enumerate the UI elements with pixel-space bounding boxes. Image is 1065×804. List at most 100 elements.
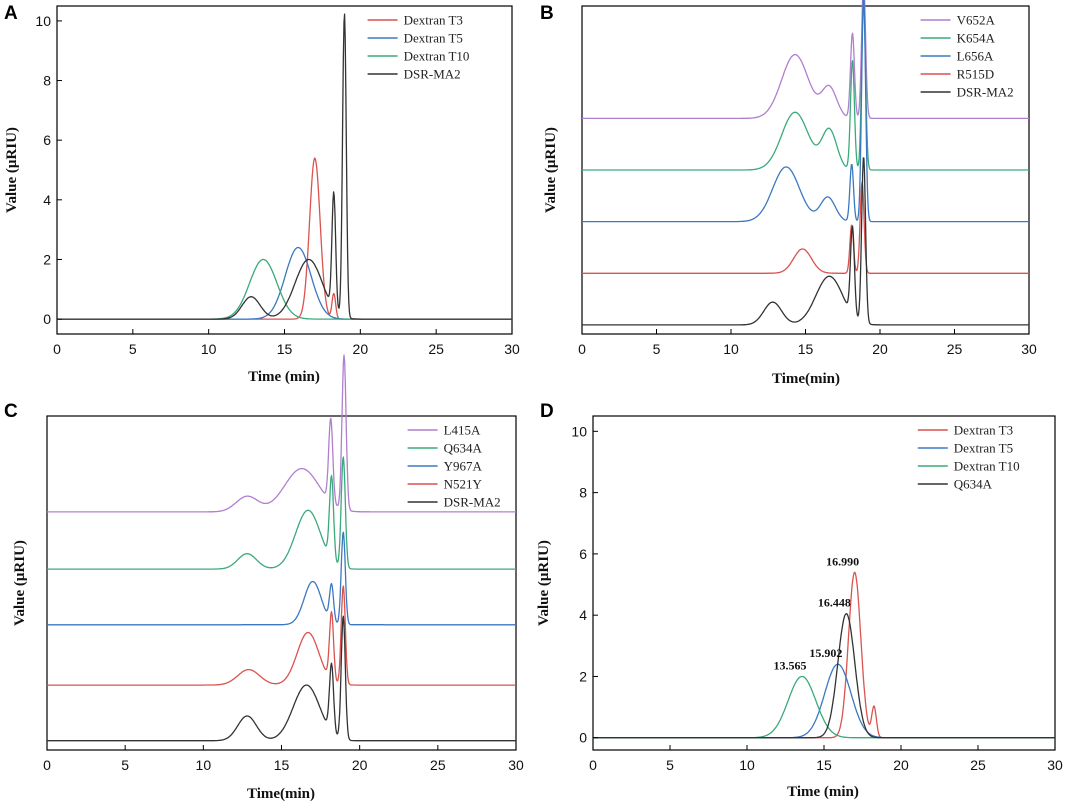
panel-b: B 0 5 10 15 20 25 30 V652A K654A L656A R515D DSR-M… [540,0,1037,387]
panel-d-y-tick-label: 8 [579,485,587,501]
panel-a-y-axis-title: Value (μRIU) [4,127,20,213]
panel-b-letter: B [540,3,554,24]
panel-c-x-tick-label: 0 [43,757,51,773]
panel-b-x-tick-label: 5 [653,341,661,357]
panel-b-legend-label-dsr-ma2: DSR-MA2 [957,85,1014,100]
panel-a-y-tick-label: 6 [43,132,51,148]
panel-b-legend-label-k654a: K654A [957,31,996,46]
panel-a-y-tick-label: 0 [43,311,51,327]
panel-b-y-axis-title: Value (μRIU) [543,127,559,213]
panel-d-legend: Dextran T3 Dextran T5 Dextran T10 Q634A [917,423,1020,492]
panel-a-y-tick-label: 8 [43,73,51,89]
panel-c-x-tick-label: 20 [352,757,368,773]
panel-d-trace-dextran-t5 [592,663,1056,739]
panel-b-x-tick-label: 30 [1021,341,1037,357]
panel-d-y-axis-title: Value (μRIU) [536,540,552,626]
panel-d-x-tick-label: 20 [893,757,909,773]
panel-b-x-tick-label: 10 [723,341,739,357]
panel-a-legend-label-dextran-t10: Dextran T10 [404,49,470,64]
panel-c-legend-label-dsr-ma2: DSR-MA2 [444,495,501,510]
panel-a-ticks: 0 5 10 15 20 25 30 0 2 4 6 8 10 [35,13,520,357]
panel-a-x-tick-label: 30 [504,341,520,357]
panel-a-legend: Dextran T3 Dextran T5 Dextran T10 DSR-MA2 [367,13,470,82]
panel-c-ticks: 0 5 10 15 20 25 30 [43,745,524,773]
panel-d-legend-label-dextran-t10: Dextran T10 [954,459,1020,474]
panel-d-x-tick-label: 0 [589,757,597,773]
panel-a-legend-label-dextran-t3: Dextran T3 [404,13,463,28]
panel-c-legend-label-y967a: Y967A [444,459,483,474]
panel-d-letter: D [540,401,554,422]
panel-a-y-tick-label: 10 [35,13,51,29]
panel-d-peak-label: 15.902 [809,646,842,660]
panel-d-trace-dextran-t10 [592,675,1056,739]
panel-d-series [592,571,1056,739]
panel-a-x-tick-label: 20 [353,341,369,357]
panel-a-x-tick-label: 10 [201,341,217,357]
panel-c: C 0 5 10 15 20 25 30 L415A Q634A Y967A N521Y DSR-M… [4,354,524,802]
panel-d-y-tick-label: 2 [579,668,587,684]
panel-c-x-axis-title: Time(min) [247,786,315,802]
panel-d-x-tick-label: 30 [1047,757,1063,773]
panel-a-letter: A [4,3,18,24]
panel-b-series [581,0,1030,326]
panel-b-trace-v652a [581,0,1030,120]
panel-d-peak-label: 16.990 [826,554,859,568]
panel-b-trace-dsr-ma2 [581,157,1030,326]
panel-b-legend-label-v652a: V652A [957,13,996,28]
panel-a-x-tick-label: 15 [277,341,293,357]
panel-a-legend-label-dsr-ma2: DSR-MA2 [404,67,461,82]
panel-d-x-tick-label: 25 [970,757,986,773]
panel-a-x-tick-label: 5 [129,341,137,357]
panel-a-trace-dextran-t10 [56,258,513,320]
panel-c-y-axis-title: Value (μRIU) [12,540,28,626]
panel-b-x-tick-label: 0 [578,341,586,357]
panel-b-legend-label-l656a: L656A [957,49,994,64]
panel-c-trace-y967a [46,531,517,626]
panel-b-x-tick-label: 15 [798,341,814,357]
panel-b-trace-r515d [581,181,1030,274]
panel-c-letter: C [4,401,18,422]
panel-c-x-tick-label: 30 [508,757,524,773]
panel-c-trace-l415a [46,354,517,513]
panel-d-x-tick-label: 5 [666,757,674,773]
panel-b-x-axis-title: Time(min) [772,371,840,387]
panel-a-y-tick-label: 4 [43,192,51,208]
panel-a-trace-dextran-t5 [56,246,513,320]
panel-c-x-tick-label: 5 [121,757,129,773]
panel-d-peak-label: 13.565 [773,658,806,672]
panel-d-y-tick-label: 10 [571,423,587,439]
panel-c-trace-dsr-ma2 [46,615,517,742]
panel-a-legend-label-dextran-t5: Dextran T5 [404,31,463,46]
panel-d-y-tick-label: 6 [579,546,587,562]
panel-c-trace-q634a [46,456,517,570]
panel-b-legend: V652A K654A L656A R515D DSR-MA2 [920,13,1014,100]
panel-b-x-tick-label: 25 [947,341,963,357]
panel-d-legend-label-dextran-t3: Dextran T3 [954,423,1013,438]
panel-d-x-tick-label: 15 [816,757,832,773]
panel-d-x-axis-title: Time (min) [787,784,859,800]
panel-d-peak-label: 16.448 [818,596,851,610]
panel-a-trace-dextran-t3 [56,157,513,320]
panel-c-series [46,354,517,742]
panel-d-legend-label-q634a: Q634A [954,477,993,492]
panel-d-y-tick-label: 0 [579,730,587,746]
panel-a-y-tick-label: 2 [43,251,51,267]
panel-d-x-tick-label: 10 [739,757,755,773]
panel-d-trace-q634a [592,613,1056,739]
panel-c-trace-n521y [46,585,517,686]
panel-a-x-axis-title: Time (min) [248,369,320,385]
panel-c-legend: L415A Q634A Y967A N521Y DSR-MA2 [407,423,501,510]
panel-d-y-tick-label: 4 [579,607,587,623]
panel-c-x-tick-label: 10 [196,757,212,773]
panel-c-x-tick-label: 25 [430,757,446,773]
panel-b-x-tick-label: 20 [872,341,888,357]
panel-c-legend-label-q634a: Q634A [444,441,483,456]
panel-a-x-tick-label: 0 [53,341,61,357]
panel-d-legend-label-dextran-t5: Dextran T5 [954,441,1013,456]
panel-b-ticks: 0 5 10 15 20 25 30 [578,329,1037,357]
panel-b-trace-k654a [581,4,1030,171]
